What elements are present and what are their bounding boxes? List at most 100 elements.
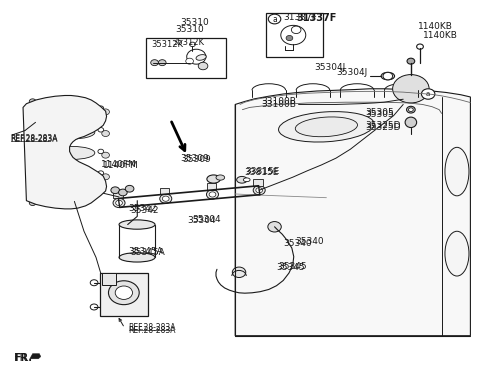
Text: 35312K: 35312K [151, 40, 183, 49]
Ellipse shape [445, 147, 469, 196]
Text: REF.28-283A: REF.28-283A [11, 135, 58, 144]
Bar [146, 38, 226, 78]
Text: 33815E: 33815E [244, 168, 278, 177]
Text: 1140FM: 1140FM [101, 160, 136, 169]
Polygon shape [23, 95, 107, 209]
Text: 35340: 35340 [296, 237, 324, 246]
Circle shape [187, 49, 206, 64]
Ellipse shape [295, 117, 358, 137]
Text: 35325D: 35325D [365, 123, 400, 132]
Bar [100, 273, 148, 316]
Ellipse shape [49, 146, 95, 160]
Circle shape [29, 99, 36, 104]
Text: 35345A: 35345A [131, 248, 165, 257]
Ellipse shape [206, 190, 218, 199]
Circle shape [393, 75, 429, 103]
Text: 1140KB: 1140KB [423, 31, 458, 40]
Text: 1140FM: 1140FM [103, 162, 139, 170]
Ellipse shape [253, 185, 265, 195]
Ellipse shape [237, 176, 247, 183]
Circle shape [90, 280, 98, 286]
Circle shape [90, 304, 98, 310]
Ellipse shape [445, 231, 469, 276]
Text: a: a [272, 15, 277, 23]
Circle shape [98, 106, 104, 110]
Text: REF.28-283A: REF.28-283A [11, 134, 58, 142]
Circle shape [407, 58, 415, 64]
Text: 35305: 35305 [366, 108, 395, 117]
Bar [113, 192, 123, 198]
Ellipse shape [160, 194, 172, 203]
Text: 35304J: 35304J [314, 63, 346, 72]
Text: 35310: 35310 [176, 25, 204, 34]
Circle shape [232, 267, 246, 278]
Text: 35342: 35342 [131, 206, 159, 215]
Text: 35304: 35304 [192, 215, 221, 224]
Bar [253, 179, 263, 186]
Ellipse shape [394, 75, 428, 102]
Circle shape [98, 128, 104, 132]
Circle shape [291, 26, 301, 34]
Ellipse shape [113, 198, 125, 207]
Circle shape [198, 62, 208, 70]
Text: 35305: 35305 [365, 110, 394, 119]
Circle shape [29, 165, 36, 170]
Ellipse shape [405, 117, 417, 128]
Ellipse shape [49, 106, 95, 119]
Text: REF.28-283A: REF.28-283A [129, 323, 176, 332]
Circle shape [29, 120, 36, 126]
Ellipse shape [216, 175, 225, 180]
Polygon shape [235, 89, 470, 336]
Circle shape [102, 131, 109, 137]
Circle shape [286, 35, 293, 41]
Text: 35304J: 35304J [336, 68, 367, 77]
Circle shape [29, 143, 36, 148]
Text: 35340: 35340 [283, 239, 312, 248]
Ellipse shape [207, 175, 220, 183]
Circle shape [108, 281, 139, 305]
Circle shape [102, 152, 109, 158]
Text: 31337F: 31337F [284, 13, 318, 22]
Text: 33815E: 33815E [245, 167, 279, 176]
Ellipse shape [243, 178, 250, 182]
Ellipse shape [49, 126, 95, 139]
Circle shape [186, 58, 193, 64]
Text: 35325D: 35325D [366, 121, 401, 130]
Circle shape [417, 44, 423, 49]
Circle shape [115, 286, 132, 300]
Circle shape [98, 171, 104, 175]
Circle shape [268, 14, 281, 24]
Circle shape [190, 42, 195, 47]
Ellipse shape [209, 192, 216, 197]
Ellipse shape [119, 253, 155, 262]
Text: 35309: 35309 [180, 154, 209, 163]
Ellipse shape [196, 54, 206, 60]
Circle shape [29, 200, 36, 206]
Text: REF.28-283A: REF.28-283A [129, 326, 176, 335]
Ellipse shape [399, 80, 422, 98]
Ellipse shape [408, 108, 413, 112]
Bar [102, 273, 116, 285]
Circle shape [383, 72, 393, 80]
Circle shape [102, 109, 109, 115]
Text: 35342: 35342 [129, 204, 157, 213]
Circle shape [151, 60, 158, 66]
Text: 33100B: 33100B [262, 97, 297, 106]
Circle shape [421, 89, 435, 99]
Bar [206, 183, 216, 190]
Text: a: a [426, 91, 430, 97]
Text: 35310: 35310 [180, 18, 209, 27]
Bar [266, 13, 323, 57]
Circle shape [98, 149, 104, 154]
Text: 35345: 35345 [278, 262, 307, 271]
Polygon shape [30, 354, 41, 359]
Ellipse shape [116, 200, 122, 206]
Text: FR.: FR. [14, 353, 32, 363]
Text: 35309: 35309 [182, 155, 211, 164]
Ellipse shape [407, 106, 415, 113]
Ellipse shape [49, 167, 95, 180]
Bar [160, 188, 169, 194]
Ellipse shape [256, 188, 263, 193]
Circle shape [281, 25, 306, 45]
Text: 35345: 35345 [276, 263, 305, 272]
